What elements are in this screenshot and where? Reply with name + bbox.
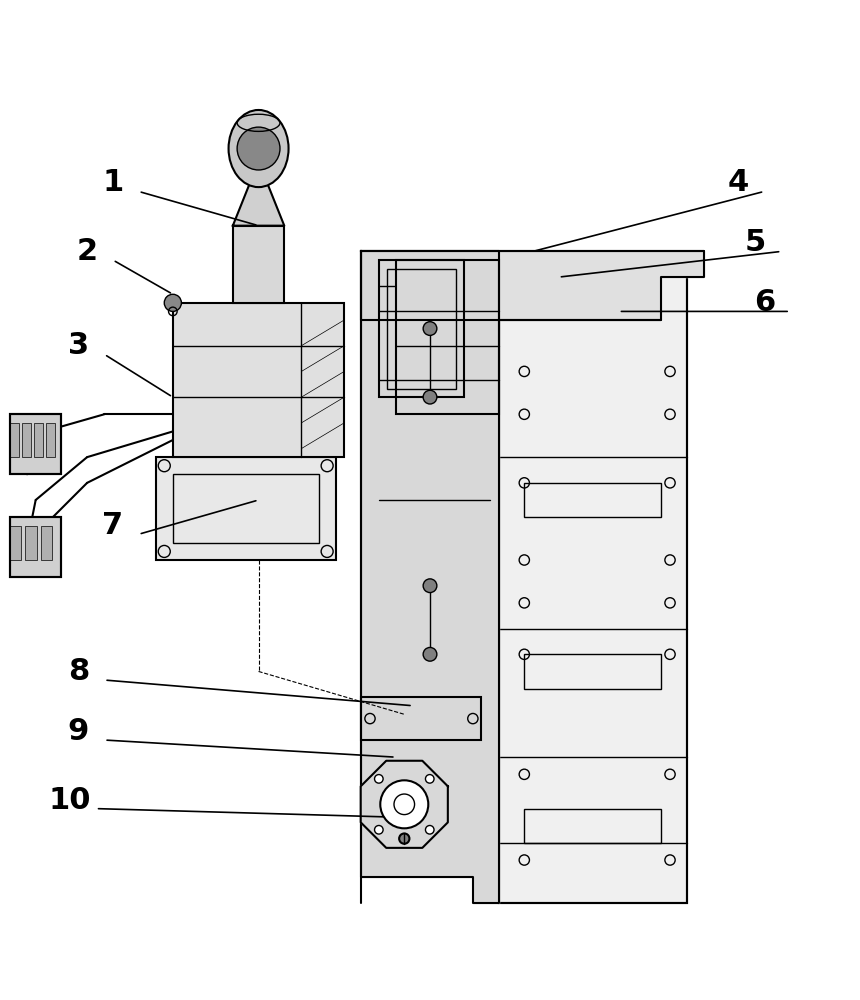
Bar [525,483,661,517]
Text: 8: 8 [68,657,89,686]
Bar [40,526,52,560]
Bar [387,269,456,389]
Circle shape [423,579,437,593]
Bar [46,423,54,457]
Circle shape [375,825,383,834]
Bar [156,457,335,560]
Ellipse shape [229,110,289,187]
Circle shape [423,647,437,661]
Circle shape [380,780,428,828]
Circle shape [423,390,437,404]
Bar [26,526,36,560]
Bar [10,517,61,577]
Bar [173,474,318,543]
Bar [10,526,22,560]
Circle shape [375,775,383,783]
Circle shape [426,825,434,834]
Bar [378,260,464,397]
Bar [34,423,42,457]
Bar [10,414,61,474]
Bar [499,269,687,903]
Bar [233,226,285,303]
Text: 5: 5 [745,228,766,257]
Circle shape [426,775,434,783]
Bar [10,414,61,474]
Polygon shape [361,251,499,903]
Text: 2: 2 [77,237,98,266]
Text: 10: 10 [49,786,91,815]
Bar [173,303,344,457]
Polygon shape [361,251,704,320]
Bar [10,423,19,457]
Bar [499,269,687,903]
Bar [22,423,31,457]
Circle shape [399,833,409,844]
Bar [525,654,661,689]
Text: 1: 1 [102,168,124,197]
Bar [525,809,661,843]
Text: 3: 3 [68,331,89,360]
Text: 6: 6 [753,288,775,317]
Text: 9: 9 [68,717,89,746]
Bar [361,697,482,740]
Polygon shape [233,183,285,226]
Polygon shape [360,761,448,848]
Circle shape [423,322,437,335]
Circle shape [164,294,181,311]
Ellipse shape [237,127,280,170]
Bar [10,517,61,577]
Text: 4: 4 [728,168,749,197]
Text: 7: 7 [102,511,123,540]
Bar [396,260,499,414]
